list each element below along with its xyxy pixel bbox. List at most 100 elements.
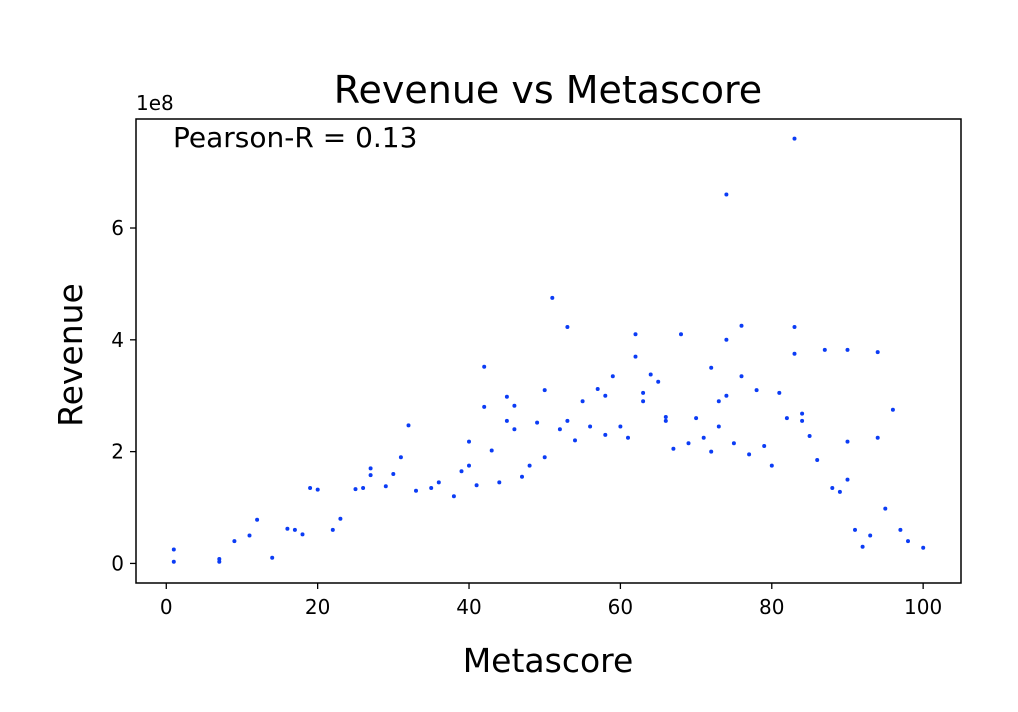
data-point <box>467 463 471 468</box>
data-point <box>270 555 275 560</box>
x-axis-label: Metascore <box>463 641 634 680</box>
data-point <box>671 446 676 451</box>
data-point <box>724 393 729 398</box>
data-point <box>368 473 373 478</box>
data-point <box>739 323 744 328</box>
data-point <box>709 449 714 454</box>
y-tick-label: 0 <box>111 551 124 575</box>
chart-title: Revenue vs Metascore <box>334 68 762 112</box>
data-point <box>588 424 593 429</box>
data-point <box>648 372 653 377</box>
data-point <box>633 354 638 359</box>
data-point <box>603 432 608 437</box>
data-point <box>731 441 736 446</box>
data-point <box>830 486 835 490</box>
data-point <box>467 439 471 444</box>
data-point <box>626 435 630 440</box>
data-point <box>906 539 910 544</box>
data-point <box>792 325 797 329</box>
data-point <box>247 533 252 538</box>
data-point <box>171 547 176 552</box>
data-point <box>217 557 222 561</box>
data-point <box>504 418 509 423</box>
data-point <box>308 486 313 490</box>
data-point <box>860 544 865 549</box>
data-point <box>557 427 562 432</box>
data-point <box>482 404 487 409</box>
data-point <box>845 347 850 352</box>
data-point <box>565 418 570 423</box>
data-point <box>747 452 752 457</box>
x-axis: 0 20 40 60 80 100 <box>160 583 942 619</box>
data-point <box>414 488 418 493</box>
x-tick-label: 60 <box>608 595 633 619</box>
data-point <box>769 463 774 468</box>
data-point <box>724 337 729 342</box>
y-tick-label: 4 <box>111 328 124 352</box>
y-offset-label: 1e8 <box>136 91 174 115</box>
data-point <box>845 439 850 444</box>
data-point <box>875 350 880 355</box>
data-point <box>436 480 441 485</box>
y-axis-label: Revenue <box>51 283 90 427</box>
data-point <box>815 458 820 462</box>
data-point <box>217 559 222 564</box>
data-point <box>762 444 767 448</box>
data-point <box>285 526 290 531</box>
data-point <box>474 483 479 488</box>
data-point <box>315 487 320 492</box>
data-point <box>512 403 517 408</box>
data-point <box>610 374 615 379</box>
data-point <box>709 365 714 370</box>
data-point <box>663 418 668 423</box>
data-point <box>330 527 335 532</box>
y-tick-label: 6 <box>111 216 124 240</box>
data-point <box>792 136 797 141</box>
data-point <box>595 387 600 391</box>
data-point <box>603 393 608 398</box>
data-point <box>853 527 857 532</box>
data-point <box>633 332 638 337</box>
data-point <box>754 388 759 393</box>
pearson-annotation: Pearson-R = 0.13 <box>173 121 417 154</box>
data-point <box>459 469 464 474</box>
data-point <box>338 516 343 521</box>
data-point <box>822 347 827 352</box>
data-point <box>792 351 797 356</box>
data-point <box>542 388 547 393</box>
data-point <box>807 434 812 438</box>
data-point <box>800 411 805 416</box>
data-point <box>383 484 388 489</box>
data-point <box>520 474 524 479</box>
scatter-points <box>171 136 926 564</box>
x-tick-label: 100 <box>904 595 942 619</box>
data-point <box>701 435 706 440</box>
data-point <box>300 532 305 537</box>
data-point <box>451 494 456 499</box>
data-point <box>535 420 540 425</box>
data-point <box>391 472 396 476</box>
data-point <box>482 364 487 369</box>
data-point <box>255 517 260 522</box>
y-axis: 0 2 4 6 <box>111 216 136 575</box>
data-point <box>883 506 888 511</box>
data-point <box>550 295 555 300</box>
data-point <box>171 559 176 564</box>
x-tick-label: 80 <box>759 595 784 619</box>
data-point <box>618 424 623 429</box>
data-point <box>694 416 699 421</box>
x-tick-label: 0 <box>160 595 173 619</box>
data-point <box>573 438 577 443</box>
data-point <box>868 533 873 538</box>
data-point <box>656 379 661 384</box>
data-point <box>497 480 502 485</box>
y-tick-label: 2 <box>111 440 124 464</box>
data-point <box>784 416 789 421</box>
data-point <box>429 486 434 490</box>
data-point <box>875 435 880 440</box>
data-point <box>398 455 403 460</box>
data-point <box>716 399 721 404</box>
data-point <box>292 527 297 532</box>
data-point <box>739 374 744 379</box>
data-point <box>368 466 373 471</box>
